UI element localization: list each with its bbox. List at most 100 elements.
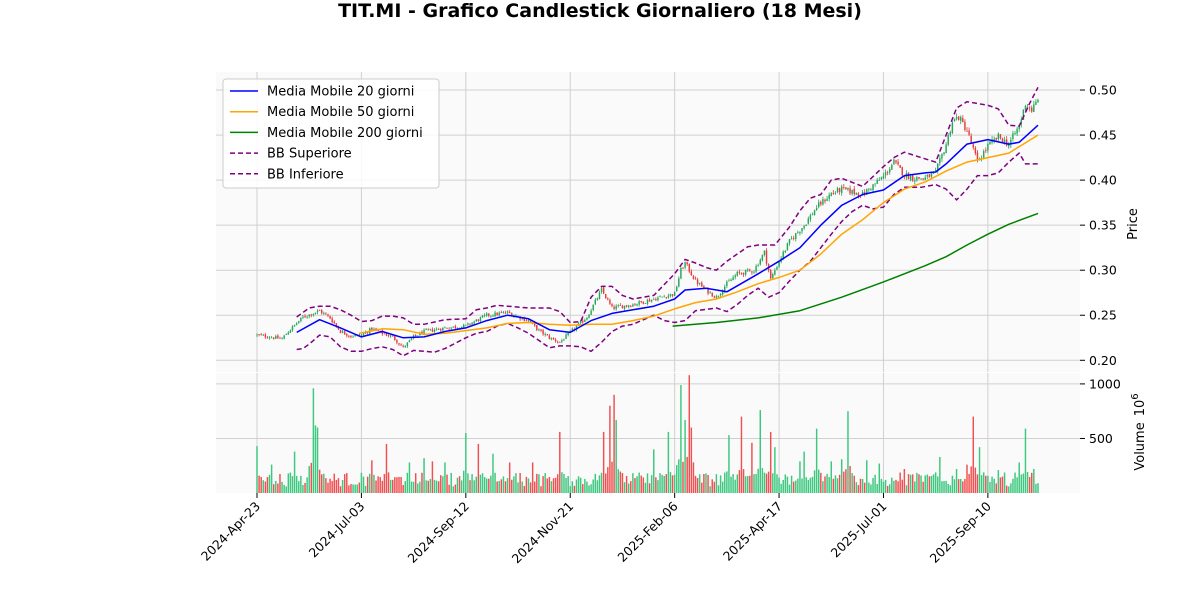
candle-body	[899, 165, 901, 168]
volume-bar	[934, 472, 937, 493]
candle-body	[634, 304, 636, 306]
candle-body	[590, 310, 592, 315]
volume-bar	[646, 473, 649, 493]
volume-bar	[584, 478, 586, 493]
volume-bar	[822, 481, 824, 493]
volume-bar	[665, 474, 668, 493]
candle-body	[333, 321, 335, 324]
candle-body	[561, 340, 563, 342]
volume-bar	[836, 478, 839, 493]
volume-bar	[350, 484, 352, 493]
volume-bar	[465, 433, 467, 493]
volume-bar	[711, 479, 713, 493]
volume-bar	[325, 478, 327, 493]
volume-bar	[515, 473, 517, 493]
candle-body	[870, 189, 872, 191]
candle-body	[914, 180, 916, 182]
candle-body	[797, 232, 799, 234]
volume-bar	[974, 467, 977, 493]
candle-body	[442, 327, 444, 331]
candle-body	[490, 315, 492, 317]
candle-body	[982, 151, 985, 158]
volume-axis-exponent-power: 6	[1130, 393, 1141, 399]
volume-bar	[360, 472, 363, 493]
volume-bar	[738, 470, 741, 493]
volume-bar	[698, 474, 701, 493]
candle-body	[851, 189, 853, 194]
candle-body	[840, 186, 843, 193]
volume-bar	[636, 476, 638, 493]
candle-body	[907, 172, 910, 180]
candle-body	[341, 331, 344, 333]
candle-body	[465, 324, 467, 326]
candles	[256, 98, 1039, 349]
volume-bar	[594, 473, 597, 493]
volume-bar	[519, 473, 521, 493]
volume-bar	[749, 475, 751, 493]
candle-body	[323, 312, 325, 314]
candle-body	[749, 269, 751, 271]
candle-body	[786, 243, 789, 251]
volume-bar	[784, 474, 787, 493]
volume-bar	[546, 478, 548, 493]
candle-body	[993, 138, 995, 141]
volume-bar	[492, 453, 494, 493]
candle-body	[740, 273, 743, 275]
candle-body	[502, 312, 505, 314]
candle-body	[277, 335, 279, 339]
volume-bar	[682, 461, 684, 493]
volume-bar	[588, 485, 590, 493]
volume-bar	[968, 473, 970, 493]
candle-body	[352, 336, 354, 338]
candle-body	[350, 335, 352, 337]
candle-body	[876, 179, 878, 184]
candle-body	[527, 320, 530, 322]
volume-bar	[907, 474, 910, 493]
candle-body	[308, 314, 310, 317]
volume-bar	[866, 460, 868, 493]
volume-bar	[448, 484, 450, 493]
volume-bar	[433, 479, 436, 493]
volume-bar	[385, 443, 388, 493]
candle-body	[690, 271, 693, 276]
candle-body	[392, 335, 394, 337]
volume-bar	[627, 483, 630, 493]
volume-bar	[312, 388, 315, 493]
volume-bar	[863, 482, 866, 493]
candle-body	[275, 336, 277, 339]
volume-bar	[953, 479, 956, 493]
volume-bar	[414, 473, 417, 493]
volume-bar	[559, 431, 561, 493]
candle-body	[730, 279, 732, 281]
candle-body	[974, 147, 977, 154]
volume-bar	[713, 481, 716, 493]
candle-body	[613, 306, 615, 309]
candle-body	[1020, 119, 1023, 125]
volume-bar	[993, 478, 995, 493]
candle-body	[383, 333, 386, 335]
volume-bar	[811, 476, 814, 493]
volume-bar	[419, 481, 421, 493]
candle-body	[763, 250, 766, 255]
volume-bar	[300, 475, 302, 493]
candle-body	[454, 326, 457, 329]
volume-bar	[640, 475, 642, 493]
volume-bar	[744, 476, 747, 493]
volume-bar	[818, 469, 820, 493]
candle-body	[1010, 139, 1012, 145]
candle-body	[312, 313, 315, 316]
candle-body	[709, 292, 711, 293]
x-tick-label: 2024-Apr-23	[198, 499, 263, 564]
volume-bar	[989, 481, 991, 493]
volume-bar	[803, 451, 805, 493]
volume-bar	[692, 462, 695, 493]
volume-bar	[477, 443, 480, 493]
volume-bar	[855, 482, 858, 493]
candle-body	[834, 192, 837, 194]
volume-bar	[463, 470, 465, 493]
candle-body	[757, 265, 759, 266]
candle-body	[849, 188, 851, 194]
candle-body	[782, 251, 784, 259]
volume-bar	[769, 431, 772, 493]
volume-bar	[966, 464, 968, 493]
